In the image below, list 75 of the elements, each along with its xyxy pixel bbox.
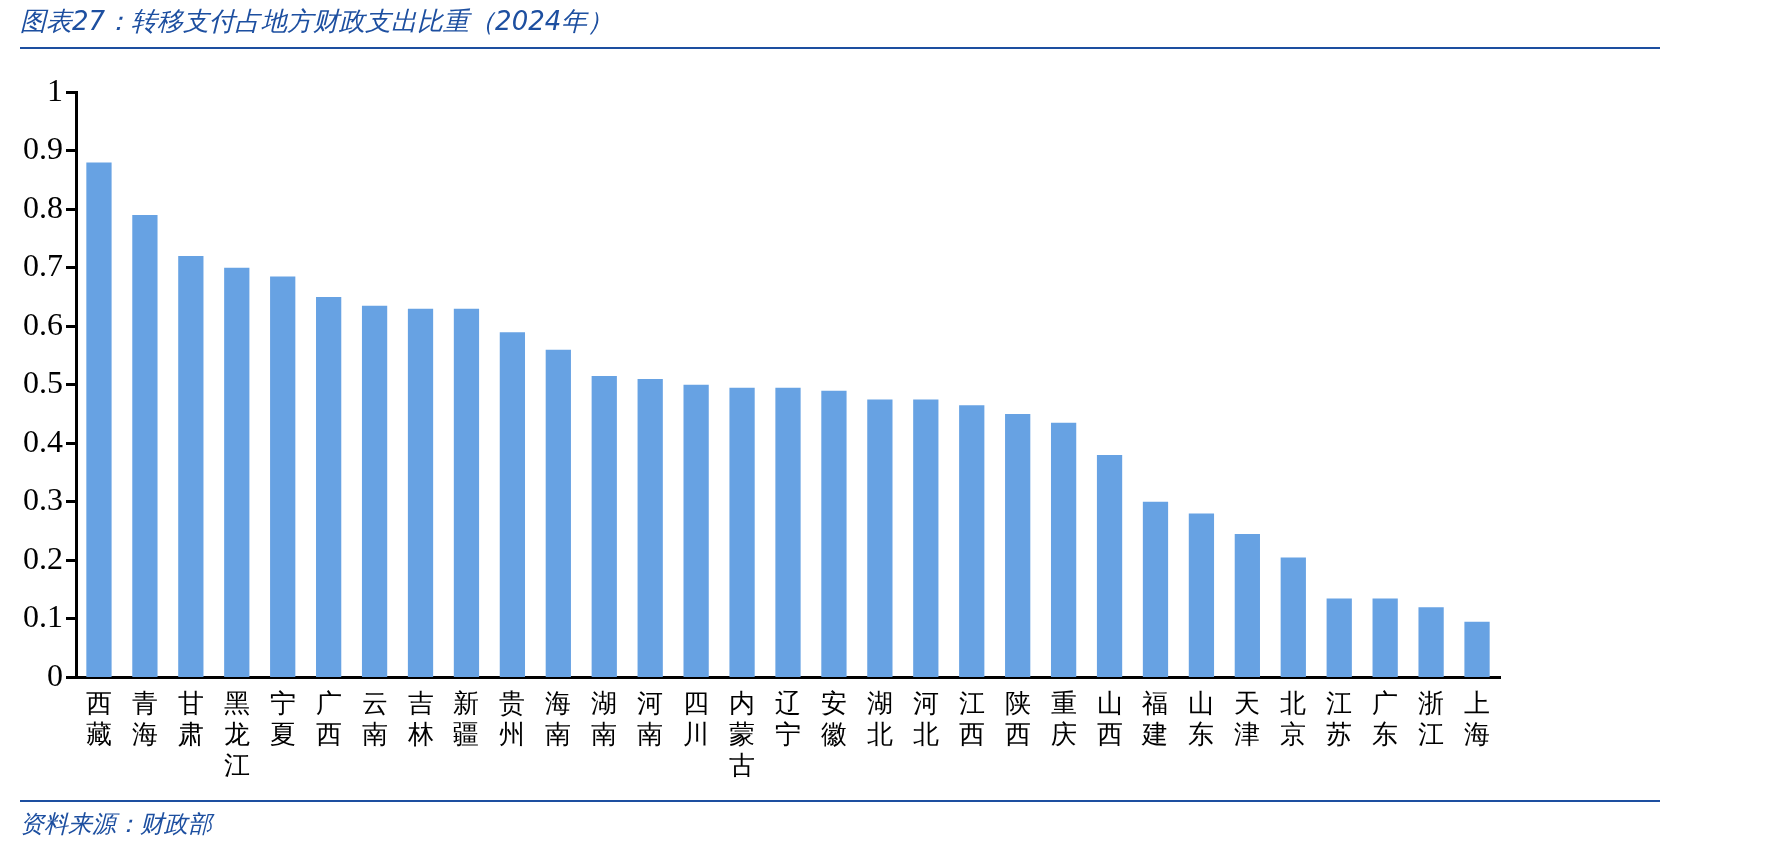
x-tick-label: 天津 — [1234, 687, 1261, 749]
bar — [637, 378, 663, 677]
bar — [729, 387, 755, 677]
x-tick-label: 贵州 — [499, 687, 526, 749]
x-tick-label: 江苏 — [1326, 687, 1353, 749]
bar — [913, 399, 939, 677]
bar — [1005, 414, 1031, 677]
x-tick-label: 福建 — [1141, 687, 1169, 749]
bar — [361, 305, 388, 677]
bar — [775, 387, 801, 677]
x-tick-label: 山东 — [1188, 687, 1215, 749]
x-tick-label: 重庆 — [1050, 687, 1077, 749]
x-tick-label: 黑龙江 — [223, 687, 250, 781]
bar — [1372, 598, 1398, 677]
x-tick-label: 西藏 — [85, 687, 112, 749]
x-tick-label: 青海 — [131, 687, 158, 749]
bar — [683, 384, 709, 677]
bar — [1142, 501, 1169, 677]
x-tick-label: 云南 — [361, 687, 388, 749]
bar — [1418, 607, 1444, 677]
bar — [132, 215, 158, 677]
bar — [959, 405, 985, 677]
bar — [1050, 422, 1077, 677]
x-tick-label: 河南 — [637, 687, 664, 749]
bar — [1326, 598, 1352, 677]
x-tick-label: 宁夏 — [269, 687, 296, 749]
x-tick-label: 新疆 — [453, 687, 480, 749]
text: 资料来源：财政部 — [20, 800, 1660, 840]
bar — [224, 267, 250, 677]
bar — [178, 256, 204, 677]
bar — [316, 297, 342, 677]
x-tick-label: 辽宁 — [775, 687, 801, 749]
y-tick-label: 0.1 — [23, 598, 63, 635]
y-tick-label: 0.8 — [23, 188, 63, 225]
x-tick-label: 河北 — [912, 687, 939, 749]
y-tick-label: 0.3 — [23, 481, 63, 518]
bar — [1096, 455, 1123, 677]
x-tick-label: 四川 — [683, 687, 710, 749]
bar — [1280, 557, 1306, 677]
bar — [867, 399, 893, 677]
chart-title: 图表27：转移支付占地方财政支出比重（2024年） — [20, 4, 1660, 49]
x-tick-label: 湖南 — [591, 687, 618, 749]
x-tick-label: 北京 — [1280, 687, 1307, 749]
bar — [821, 390, 847, 677]
bar — [1234, 534, 1260, 677]
y-tick-label: 0.7 — [23, 247, 63, 284]
bar — [453, 308, 480, 677]
bar — [407, 308, 434, 677]
x-tick-label: 吉林 — [406, 687, 434, 749]
y-tick-label: 1 — [47, 71, 63, 108]
x-tick-label: 广东 — [1372, 687, 1399, 749]
x-tick-label: 安徽 — [820, 687, 847, 749]
x-tick-label: 江西 — [958, 687, 985, 749]
bar — [86, 162, 112, 677]
bar — [1188, 513, 1215, 677]
x-tick-label: 湖北 — [866, 687, 893, 749]
bar — [1464, 621, 1490, 677]
bar — [545, 349, 571, 677]
x-tick-label: 山西 — [1096, 687, 1123, 749]
x-tick-label: 广西 — [315, 687, 342, 749]
y-tick-label: 0.2 — [23, 539, 63, 576]
y-tick-label: 0.5 — [23, 364, 63, 401]
y-tick-label: 0 — [47, 656, 63, 693]
x-tick-label: 陕西 — [1004, 687, 1031, 749]
x-tick-label: 上海 — [1464, 687, 1491, 749]
x-tick-label: 甘肃 — [177, 687, 204, 749]
y-tick-label: 0.6 — [23, 305, 63, 342]
x-tick-label: 内蒙古 — [729, 687, 756, 781]
y-tick-label: 0.4 — [23, 422, 63, 459]
bar — [499, 332, 526, 677]
bar — [591, 376, 617, 677]
x-tick-label: 海南 — [545, 687, 572, 749]
y-tick-label: 0.9 — [23, 130, 63, 167]
x-tick-label: 浙江 — [1418, 687, 1445, 749]
bar — [270, 276, 296, 677]
